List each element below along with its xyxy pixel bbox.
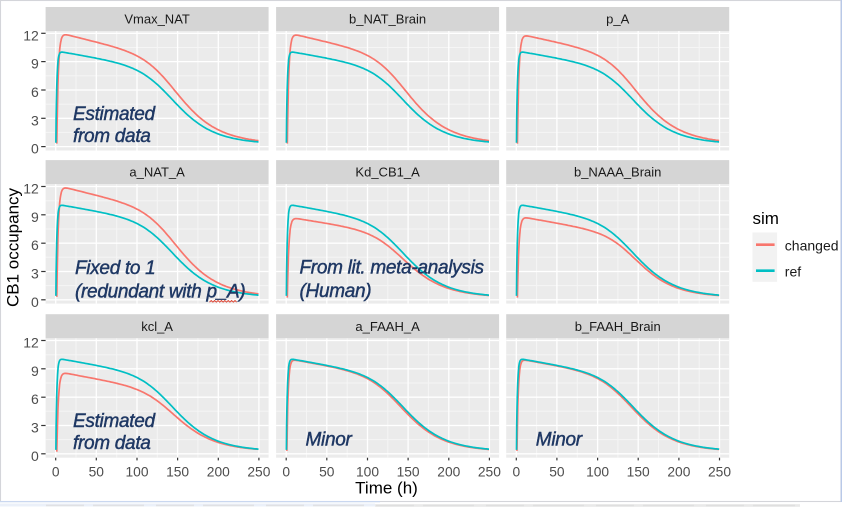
svg-text:from data: from data (73, 433, 151, 454)
svg-text:changed: changed (785, 237, 839, 253)
svg-text:CB1 occupancy: CB1 occupancy (3, 187, 22, 307)
svg-text:p_A: p_A (606, 12, 629, 27)
svg-text:(Human): (Human) (300, 281, 372, 302)
svg-text:0: 0 (512, 464, 520, 479)
svg-text:0: 0 (31, 141, 39, 157)
svg-text:0: 0 (282, 464, 290, 479)
svg-text:Minor: Minor (536, 430, 583, 451)
svg-text:b_FAAH_Brain: b_FAAH_Brain (575, 319, 661, 334)
svg-text:Fixed to 1: Fixed to 1 (75, 258, 155, 279)
svg-text:from data: from data (73, 126, 151, 147)
svg-text:From lit. meta-analysis: From lit. meta-analysis (300, 257, 485, 278)
svg-text:250: 250 (247, 464, 270, 479)
svg-text:6: 6 (31, 391, 39, 407)
svg-text:kcl_A: kcl_A (141, 319, 173, 334)
svg-text:ref: ref (785, 263, 801, 279)
svg-text:9: 9 (31, 56, 39, 72)
svg-text:150: 150 (627, 464, 650, 479)
svg-text:12: 12 (23, 27, 39, 43)
svg-text:3: 3 (31, 112, 39, 128)
svg-text:3: 3 (31, 266, 39, 282)
svg-text:50: 50 (319, 464, 335, 479)
svg-text:200: 200 (667, 464, 690, 479)
svg-text:a_FAAH_A: a_FAAH_A (355, 319, 420, 334)
svg-text:0: 0 (31, 294, 39, 310)
svg-text:150: 150 (166, 464, 189, 479)
svg-text:6: 6 (31, 84, 39, 100)
svg-text:(redundant with p_A): (redundant with p_A) (75, 282, 245, 303)
svg-text:0: 0 (52, 464, 60, 479)
svg-text:50: 50 (549, 464, 565, 479)
svg-text:sim: sim (753, 209, 779, 228)
svg-text:Minor: Minor (306, 430, 353, 451)
svg-text:Vmax_NAT: Vmax_NAT (124, 12, 190, 27)
svg-text:100: 100 (356, 464, 379, 479)
svg-text:150: 150 (397, 464, 420, 479)
svg-text:b_NAAA_Brain: b_NAAA_Brain (574, 165, 661, 180)
svg-text:0: 0 (31, 448, 39, 464)
svg-text:Estimated: Estimated (73, 104, 157, 125)
svg-text:250: 250 (478, 464, 501, 479)
svg-text:12: 12 (23, 335, 39, 351)
svg-text:250: 250 (708, 464, 731, 479)
svg-text:100: 100 (125, 464, 148, 479)
svg-text:200: 200 (437, 464, 460, 479)
svg-text:100: 100 (586, 464, 609, 479)
svg-text:a_NAT_A: a_NAT_A (129, 165, 185, 180)
svg-text:Estimated: Estimated (73, 411, 157, 432)
svg-text:3: 3 (31, 420, 39, 436)
svg-text:200: 200 (207, 464, 230, 479)
svg-text:Time (h): Time (h) (355, 479, 418, 498)
svg-text:12: 12 (23, 181, 39, 197)
svg-text:Kd_CB1_A: Kd_CB1_A (355, 165, 420, 180)
svg-text:9: 9 (31, 209, 39, 225)
svg-text:9: 9 (31, 363, 39, 379)
svg-text:b_NAT_Brain: b_NAT_Brain (349, 12, 426, 27)
svg-text:6: 6 (31, 237, 39, 253)
svg-text:50: 50 (89, 464, 105, 479)
